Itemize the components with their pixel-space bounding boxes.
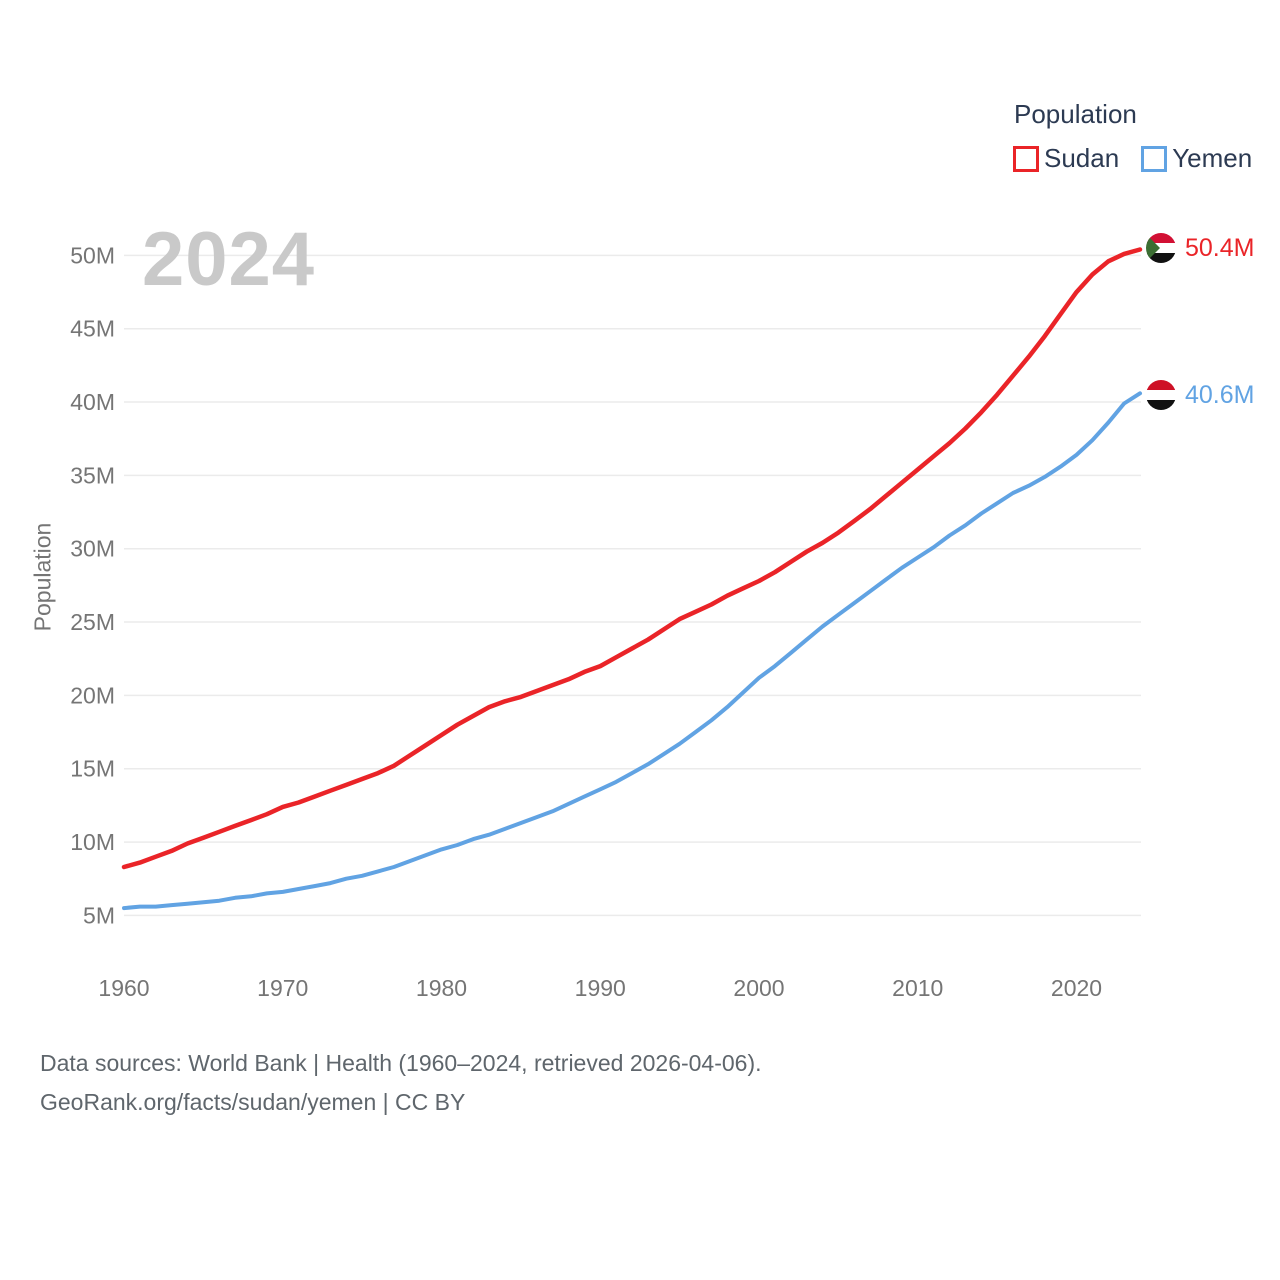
y-tick-label-45M: 45M bbox=[70, 316, 115, 342]
population-line-chart: 5M 10M 15M 20M 25M 30M 35M 40M 45M 50M 1960 1970 198… bbox=[70, 242, 1143, 1001]
x-tick-label-1990: 1990 bbox=[575, 975, 626, 1001]
source-url-text: GeoRank.org/facts/sudan/yemen | CC BY bbox=[40, 1089, 466, 1115]
y-tick-label-35M: 35M bbox=[70, 462, 115, 488]
yemen-series-swatch bbox=[1141, 145, 1168, 172]
legend-rows: Sudan Yemen bbox=[1013, 143, 1252, 174]
sudan-end-marker: 50.4M bbox=[1146, 233, 1254, 263]
y-tick-label-30M: 30M bbox=[70, 536, 115, 562]
y-tick-label-5M: 5M bbox=[83, 902, 115, 928]
x-tick-label-2000: 2000 bbox=[733, 975, 784, 1001]
x-tick-label-2020: 2020 bbox=[1051, 975, 1102, 1001]
y-tick-label-10M: 10M bbox=[70, 829, 115, 855]
y-tick-label-25M: 25M bbox=[70, 609, 115, 635]
sudan-end-value: 50.4M bbox=[1185, 233, 1255, 262]
y-tick-label-15M: 15M bbox=[70, 756, 115, 782]
legend-label-sudan: Sudan bbox=[1044, 143, 1120, 173]
sudan-series-swatch bbox=[1013, 145, 1039, 172]
y-tick-label-40M: 40M bbox=[70, 389, 115, 415]
yemen-end-marker: 40.6M bbox=[1146, 380, 1254, 410]
legend-title: Population bbox=[1014, 99, 1137, 129]
x-tick-label-1980: 1980 bbox=[416, 975, 467, 1001]
legend-label-yemen: Yemen bbox=[1172, 143, 1253, 173]
x-tick-label-1960: 1960 bbox=[98, 975, 149, 1001]
series-line-yemen[interactable] bbox=[122, 391, 1142, 911]
y-tick-label-20M: 20M bbox=[70, 682, 115, 708]
legend-item-sudan[interactable]: Sudan bbox=[1013, 143, 1119, 174]
sudan-flag-icon bbox=[1146, 233, 1176, 263]
yemen-flag-icon bbox=[1146, 380, 1176, 410]
yemen-end-value: 40.6M bbox=[1185, 380, 1255, 409]
watermark-year: 2024 bbox=[142, 217, 316, 302]
legend-item-yemen[interactable]: Yemen bbox=[1141, 143, 1252, 174]
footer-attribution: Data sources: World Bank | Health (1960–… bbox=[40, 1044, 762, 1122]
y-axis-title: Population bbox=[29, 522, 56, 632]
y-tick-label-50M: 50M bbox=[70, 242, 115, 268]
x-tick-label-1970: 1970 bbox=[257, 975, 308, 1001]
chart-legend: Population Sudan Yemen bbox=[1013, 99, 1252, 174]
series-line-sudan[interactable] bbox=[121, 247, 1143, 870]
data-sources-text: Data sources: World Bank | Health (1960–… bbox=[40, 1050, 762, 1076]
x-tick-label-2010: 2010 bbox=[892, 975, 943, 1001]
